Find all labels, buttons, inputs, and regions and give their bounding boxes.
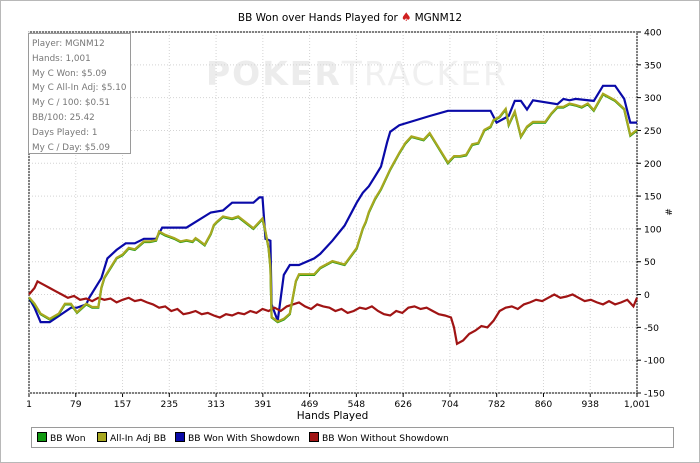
x-tick-label: 1 (26, 399, 32, 410)
legend-item-bb-won-with-showdown[interactable]: BB Won With Showdown (175, 432, 300, 444)
x-tick-label: 704 (441, 399, 459, 410)
x-tick-label: 391 (254, 399, 272, 410)
legend-item-bb-won[interactable]: BB Won (37, 432, 86, 444)
x-tick-label: 860 (535, 399, 553, 410)
y-tick-label: 100 (644, 224, 662, 235)
stat-player: Player: MGNM12 (32, 39, 105, 49)
series-line-all-in-adj-bb (28, 92, 638, 323)
y-tick-label: 50 (644, 257, 656, 268)
x-tick-label: 626 (394, 399, 412, 410)
pokertracker-watermark-logo: POKERTRACKER (206, 54, 508, 93)
x-tick-label: 313 (207, 399, 225, 410)
series-line-bb-won-without-showdown (28, 279, 639, 346)
chart-legend: BB Won All-In Adj BB BB Won With Showdow… (31, 427, 674, 448)
series-line-bb-won-with-showdown (28, 84, 637, 324)
spade-poker-icon: ♠ (400, 10, 412, 24)
legend-item-all-in-adj-bb[interactable]: All-In Adj BB (97, 432, 166, 444)
y-axis-title: # (664, 208, 675, 216)
y-tick-label: -150 (644, 389, 665, 400)
legend-swatch (97, 432, 107, 442)
x-tick-label: 782 (488, 399, 506, 410)
y-tick-label: 150 (644, 192, 662, 203)
y-tick-label: 0 (644, 290, 650, 301)
chart-title: BB Won over Hands Played for ♠ MGNM12 (0, 10, 700, 24)
y-tick-label: 200 (644, 159, 662, 170)
x-tick-label: 1,001 (624, 399, 650, 410)
y-tick-label: -50 (644, 323, 659, 334)
y-tick-label: -100 (644, 356, 665, 367)
chart-title-prefix: BB Won over Hands Played for (237, 12, 398, 24)
x-tick-label: 548 (348, 399, 366, 410)
stat-hands: Hands: 1,001 (32, 53, 91, 64)
x-tick-label: 469 (301, 399, 319, 410)
chart-title-player: MGNM12 (414, 12, 463, 24)
stat-days-played: Days Played: 1 (32, 127, 98, 138)
x-tick-label: 157 (114, 399, 132, 410)
y-tick-label: 250 (644, 126, 662, 137)
y-tick-label: 400 (644, 28, 662, 39)
legend-swatch (175, 432, 185, 442)
stat-bb-per-100: BB/100: 25.42 (32, 112, 95, 123)
legend-item-bb-won-without-showdown[interactable]: BB Won Without Showdown (309, 432, 449, 444)
x-tick-label: 235 (161, 399, 179, 410)
x-tick-label: 938 (581, 399, 599, 410)
stat-per-100: My C / 100: $0.51 (32, 98, 111, 109)
stat-per-day: My C / Day: $5.09 (32, 142, 110, 153)
stat-won: My C Won: $5.09 (32, 68, 107, 79)
y-tick-label: 300 (644, 93, 662, 104)
stat-all-in-adj: My C All-In Adj: $5.10 (32, 83, 127, 94)
y-tick-label: 350 (644, 60, 662, 71)
x-tick-label: 79 (70, 399, 82, 410)
legend-swatch (309, 432, 319, 442)
legend-swatch (37, 432, 47, 442)
stats-box: Player: MGNM12 Hands: 1,001 My C Won: $5… (28, 33, 131, 154)
x-axis-title: Hands Played (296, 410, 369, 422)
